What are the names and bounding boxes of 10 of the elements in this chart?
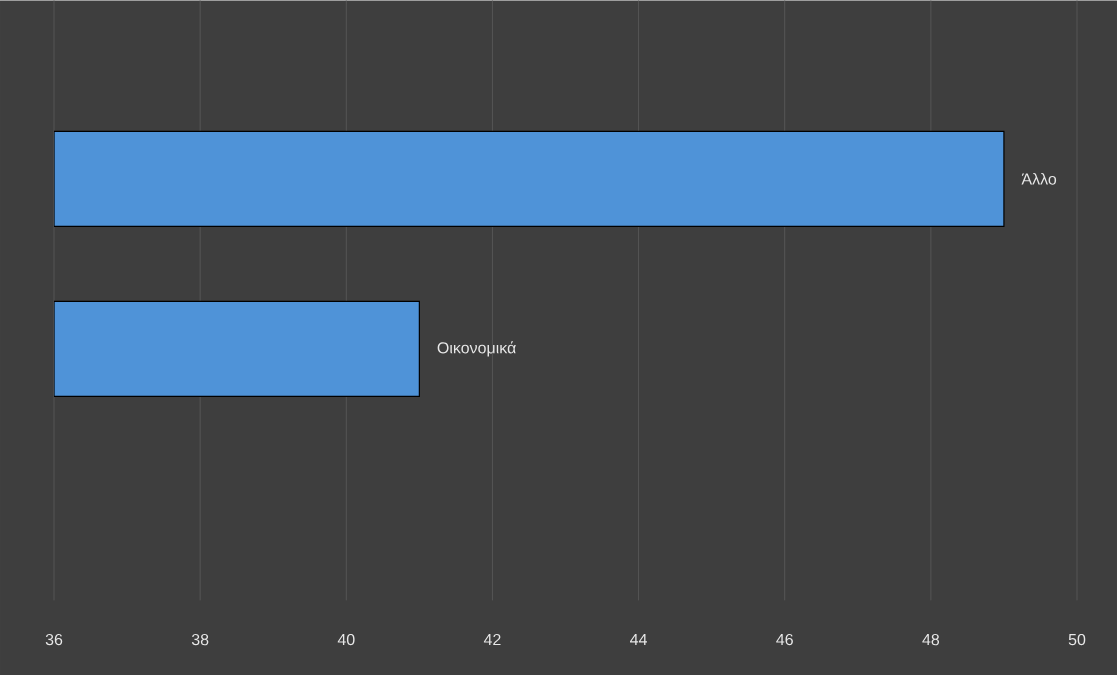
x-tick-label: 40 <box>337 633 355 646</box>
x-tick-label: 48 <box>922 633 940 646</box>
y-tick-label: Άλλο <box>1021 172 1057 185</box>
x-tick-label: 42 <box>483 633 501 645</box>
x-tick-label: 36 <box>45 633 63 646</box>
x-tick-label: 50 <box>1068 633 1086 646</box>
x-tick-label: 38 <box>191 633 209 646</box>
y-tick-label: Οικονομικά <box>437 341 516 357</box>
x-tick-label: 46 <box>776 633 793 646</box>
x-tick-label: 44 <box>630 633 648 645</box>
